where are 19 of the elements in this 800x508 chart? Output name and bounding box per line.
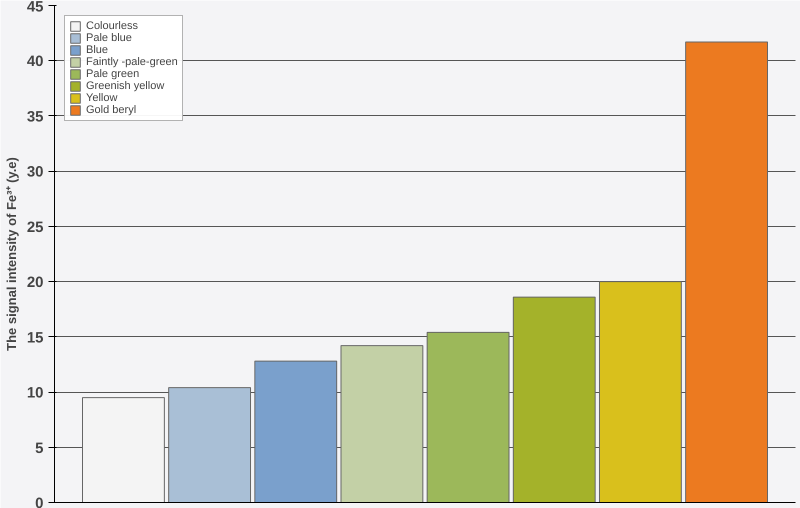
y-tick-label: 30 — [26, 164, 44, 181]
y-tick-label: 0 — [35, 495, 44, 508]
legend-label: Colourless — [86, 20, 138, 32]
y-tick-label: 40 — [26, 53, 44, 70]
legend-label: Gold beryl — [86, 104, 136, 116]
legend-label: Greenish yellow — [86, 80, 164, 92]
legend-label: Faintly -pale-green — [86, 56, 178, 68]
y-tick-label: 20 — [26, 274, 44, 292]
y-tick-label: 5 — [35, 440, 44, 457]
y-tick-label: 15 — [26, 329, 44, 346]
y-tick-label: 10 — [26, 384, 44, 402]
y-tick-label: 45 — [26, 0, 44, 16]
legend-label: Pale green — [86, 68, 140, 80]
legend-label: Yellow — [86, 92, 118, 104]
y-tick-label: 25 — [26, 218, 44, 236]
legend-label: Blue — [86, 44, 108, 56]
y-tick-label: 35 — [26, 108, 44, 126]
legend-label: Pale blue — [86, 32, 132, 44]
y-axis-title: The signal intensity of Fe³⁺ (y.e) — [4, 157, 19, 351]
